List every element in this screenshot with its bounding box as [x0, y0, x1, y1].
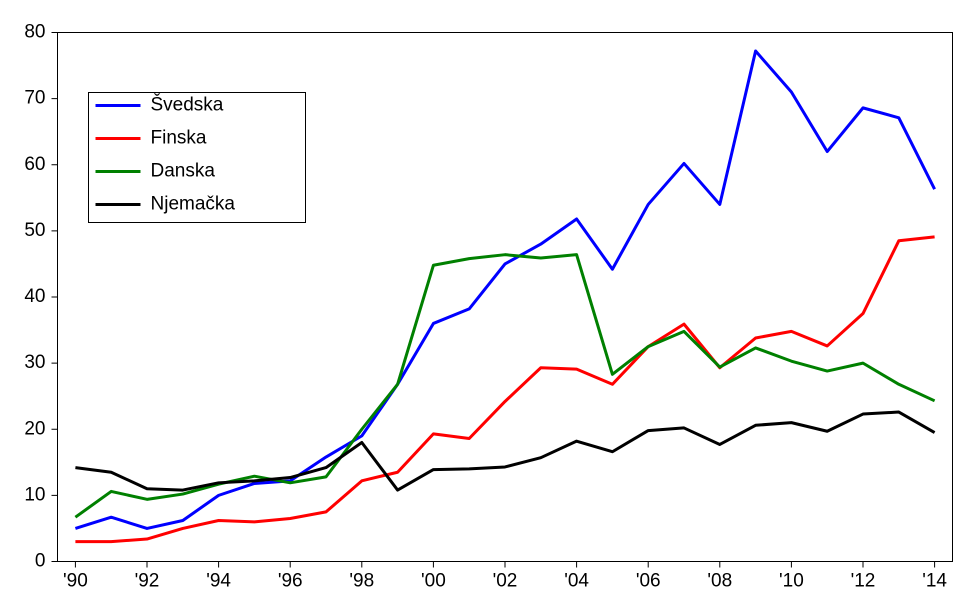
y-tick-label: 30: [24, 352, 45, 373]
x-tick-label: '06: [636, 571, 661, 592]
y-tick-label: 60: [24, 154, 45, 175]
legend-label: Finska: [151, 128, 207, 149]
x-tick-label: '98: [349, 571, 374, 592]
x-tick-label: '02: [493, 571, 518, 592]
series-line: [74, 253, 936, 519]
x-tick-label: '08: [707, 571, 732, 592]
legend-box: [88, 92, 306, 223]
x-tick-label: '96: [278, 571, 303, 592]
y-tick-label: 80: [24, 22, 45, 43]
legend-label: Njemačka: [151, 194, 236, 215]
x-tick-label: '10: [779, 571, 804, 592]
x-tick-label: '14: [922, 571, 947, 592]
legend-label: Danska: [151, 161, 216, 182]
y-tick-label: 20: [24, 418, 45, 439]
legend-label: Švedska: [151, 94, 224, 116]
x-tick-label: '12: [851, 571, 876, 592]
x-tick-label: '94: [206, 571, 231, 592]
y-tick-label: 10: [24, 484, 45, 505]
x-tick-label: '90: [63, 571, 88, 592]
x-tick-label: '00: [421, 571, 446, 592]
x-tick-label: '92: [135, 571, 160, 592]
y-tick-label: 70: [24, 88, 45, 109]
series-line: [74, 49, 936, 530]
y-tick-label: 40: [24, 286, 45, 307]
x-tick-label: '04: [564, 571, 589, 592]
y-tick-label: 50: [24, 220, 45, 241]
series-line: [75, 410, 936, 492]
legend: Švedska Finska Danska Njemačka: [88, 92, 306, 223]
series-line: [75, 235, 935, 544]
y-tick-label: 0: [35, 551, 46, 572]
